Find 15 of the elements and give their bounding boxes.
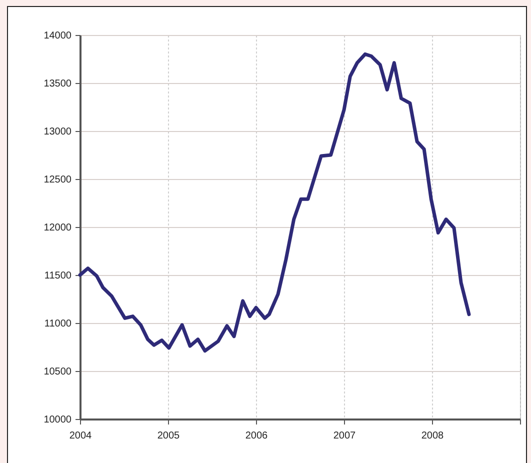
y-tick-label: 10000	[44, 414, 72, 426]
y-tick-label: 13500	[44, 78, 72, 90]
y-tick-label: 10500	[44, 366, 72, 378]
y-tick-label: 11000	[44, 318, 72, 330]
y-tick-label: 12500	[44, 174, 72, 186]
x-tick-label: 2006	[245, 430, 268, 442]
y-tick-label: 13000	[44, 126, 72, 138]
x-tick-label: 2007	[333, 430, 356, 442]
y-tick-label: 12000	[44, 222, 72, 234]
x-tick-label: 2005	[157, 430, 180, 442]
x-tick-label: 2004	[69, 430, 92, 442]
y-tick-label: 11500	[44, 270, 72, 282]
x-tick-label: 2008	[421, 430, 444, 442]
line-series	[78, 52, 471, 353]
y-tick-label: 14000	[44, 30, 72, 42]
